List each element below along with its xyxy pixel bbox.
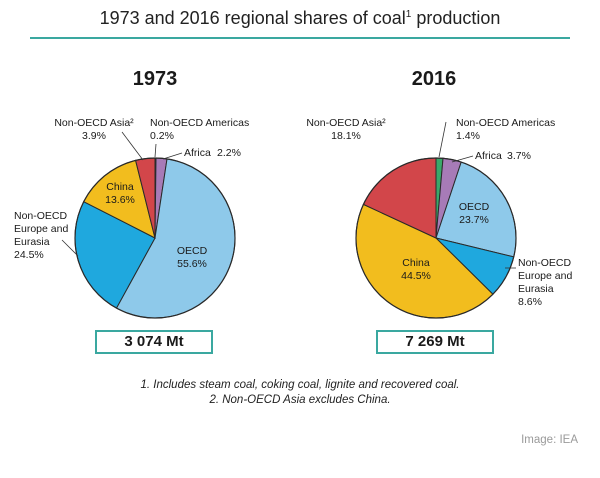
label-1973-china-name: China bbox=[106, 181, 134, 193]
total-1973-box: 3 074 Mt bbox=[95, 330, 213, 354]
pie-outline-2016 bbox=[355, 157, 517, 319]
footnote-1: 1. Includes steam coal, coking coal, lig… bbox=[140, 379, 460, 391]
label-1973-asia-value: 3.9% bbox=[82, 130, 106, 142]
chart-title: 1973 and 2016 regional shares of coal1 p… bbox=[99, 8, 501, 28]
label-1973-europe-name-3: Eurasia bbox=[14, 236, 50, 248]
label-2016-europe-value: 8.6% bbox=[518, 296, 542, 308]
label-2016-africa-value: 3.7% bbox=[507, 150, 531, 162]
label-2016-china-value: 44.5% bbox=[401, 270, 431, 282]
label-2016-china-name: China bbox=[402, 257, 430, 269]
pie-1973-labels: OECD 55.6% China 13.6% Non-OECD Europe a… bbox=[14, 117, 249, 270]
label-2016-americas-value: 1.4% bbox=[456, 130, 480, 142]
label-2016-oecd-value: 23.7% bbox=[459, 214, 489, 226]
label-1973-china-value: 13.6% bbox=[105, 194, 135, 206]
label-1973-oecd-name: OECD bbox=[177, 245, 208, 257]
pie-1973-title: 1973 bbox=[132, 68, 178, 90]
label-2016-europe-name-3: Eurasia bbox=[518, 283, 554, 295]
label-1973-africa-name: Africa bbox=[184, 147, 211, 159]
footnote-2: 2. Non-OECD Asia excludes China. bbox=[209, 394, 391, 406]
total-2016-box: 7 269 Mt bbox=[376, 330, 494, 354]
pie-1973 bbox=[74, 157, 236, 319]
pie-2016-title: 2016 bbox=[411, 68, 457, 90]
image-credit: Image: IEA bbox=[521, 434, 578, 446]
label-2016-asia-value: 18.1% bbox=[331, 130, 361, 142]
label-1973-europe-name-1: Non-OECD bbox=[14, 210, 68, 222]
pie-outline-1973 bbox=[74, 157, 236, 319]
label-1973-europe-name-2: Europe and bbox=[14, 223, 68, 235]
label-2016-asia-name: Non-OECD Asia² bbox=[306, 117, 386, 129]
pie-2016-labels: OECD 23.7% China 44.5% Non-OECD Asia² 18… bbox=[306, 117, 572, 308]
title-divider bbox=[30, 37, 570, 39]
pie-2016 bbox=[355, 157, 517, 319]
label-2016-oecd-name: OECD bbox=[459, 201, 490, 213]
label-1973-oecd-value: 55.6% bbox=[177, 258, 207, 270]
label-1973-americas-value: 0.2% bbox=[150, 130, 174, 142]
label-1973-americas-name: Non-OECD Americas bbox=[150, 117, 249, 129]
label-2016-europe-name-1: Non-OECD bbox=[518, 257, 572, 269]
label-2016-europe-name-2: Europe and bbox=[518, 270, 572, 282]
label-2016-americas-name: Non-OECD Americas bbox=[456, 117, 555, 129]
footnotes: 1. Includes steam coal, coking coal, lig… bbox=[0, 378, 600, 408]
label-2016-africa-name: Africa bbox=[475, 150, 502, 162]
label-1973-asia-name: Non-OECD Asia² bbox=[54, 117, 134, 129]
label-1973-africa-value: 2.2% bbox=[217, 147, 241, 159]
label-1973-europe-value: 24.5% bbox=[14, 249, 44, 261]
